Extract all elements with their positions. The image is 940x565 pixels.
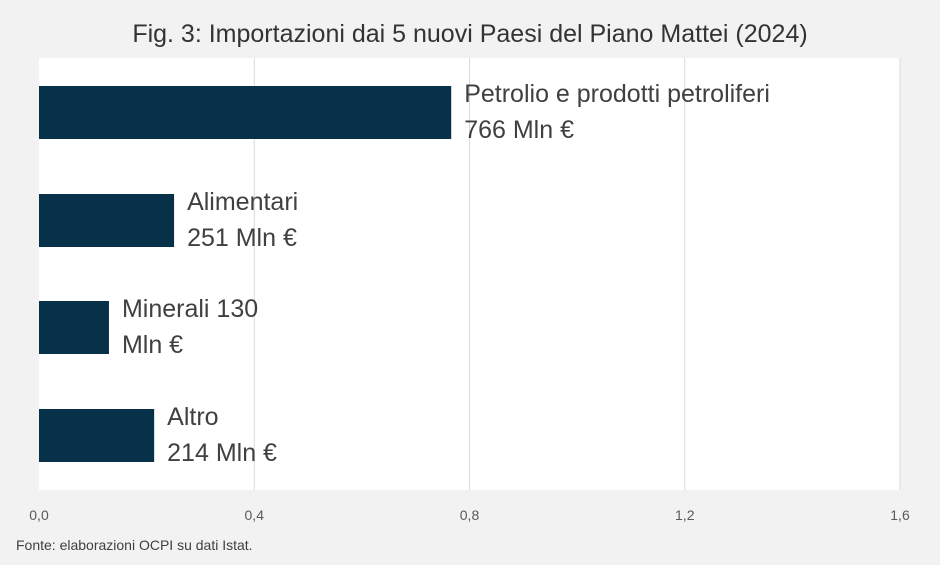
data-label: Altro 214 Mln € [167,399,277,471]
chart-title: Fig. 3: Importazioni dai 5 nuovi Paesi d… [132,20,808,48]
data-label-line: Altro [167,403,219,431]
data-label-line: Alimentari [187,188,299,216]
data-label: Petrolio e prodotti petroliferi 766 Mln € [464,76,770,148]
x-tick-label: 0,0 [29,507,49,523]
data-label-line: 214 Mln € [167,439,277,467]
data-label-line: 251 Mln € [187,224,297,252]
x-tick-label: 1,6 [890,507,910,523]
data-label: Minerali 130 Mln € [122,291,258,363]
data-label-line: 766 Mln € [464,116,574,144]
x-tick-label: 0,8 [459,507,480,523]
plot-area: Petrolio e prodotti petroliferi 766 Mln €… [0,58,940,530]
bar [39,86,452,139]
x-tick-label: 0,4 [244,507,264,523]
data-label-line: Minerali 130 [121,295,259,323]
chart-source: Fonte: elaborazioni OCPI su dati Istat. [16,537,253,553]
bars [39,86,452,462]
bar-chart [39,58,901,490]
data-label: Alimentari 251 Mln € [187,184,298,256]
x-tick-label: 1,2 [675,507,695,523]
bar [39,409,155,462]
bar [39,194,175,247]
data-label-line: Mln € [121,331,184,359]
bar [39,301,109,354]
data-label-line: Petrolio e prodotti petroliferi [464,80,770,108]
